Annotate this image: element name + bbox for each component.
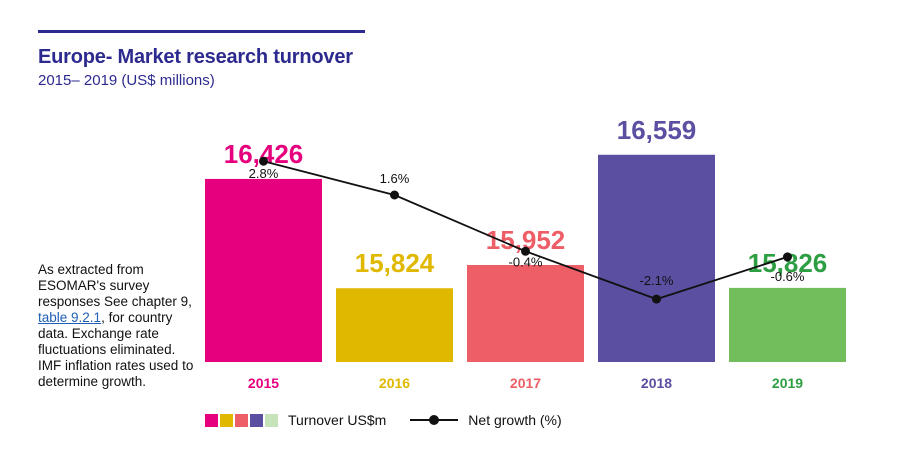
growth-point-2016: [390, 190, 399, 200]
category-label-2015: 2015: [248, 375, 279, 391]
note-text-before: As extracted from ESOMAR's survey respon…: [38, 262, 192, 309]
legend-swatch-2015: [205, 413, 218, 427]
bar-2017: [467, 265, 584, 362]
bar-value-label-2016: 15,824: [355, 248, 435, 278]
legend-swatch-2016: [220, 413, 233, 427]
growth-label-2018: -2.1%: [640, 273, 674, 288]
category-label-2016: 2016: [379, 375, 410, 391]
note-text-after: , for country data. Exchange rate fluctu…: [38, 310, 194, 389]
chart-subtitle: 2015– 2019 (US$ millions): [38, 72, 215, 89]
growth-point-2018: [652, 294, 661, 304]
table-link[interactable]: table 9.2.1: [38, 310, 102, 325]
growth-point-2017: [521, 246, 530, 256]
category-label-2019: 2019: [772, 375, 803, 391]
growth-label-2016: 1.6%: [380, 171, 410, 186]
growth-label-2017: -0.4%: [509, 254, 543, 269]
category-label-2018: 2018: [641, 375, 672, 391]
chart-title: Europe- Market research turnover: [38, 46, 353, 68]
legend: Turnover US$m Net growth (%): [205, 410, 562, 430]
title-rule: [38, 30, 365, 33]
category-label-2017: 2017: [510, 375, 541, 391]
legend-swatch-2017: [235, 413, 248, 427]
growth-label-2015: 2.8%: [249, 166, 279, 181]
bar-2015: [205, 178, 322, 362]
bar-value-label-2018: 16,559: [617, 115, 697, 145]
growth-point-2019: [783, 252, 792, 262]
side-note: As extracted from ESOMAR's survey respon…: [38, 262, 198, 390]
legend-label-growth: Net growth (%): [468, 412, 562, 428]
growth-point-2015: [259, 156, 268, 166]
bar-2018: [598, 154, 715, 362]
growth-label-2019: -0.6%: [771, 269, 805, 284]
legend-swatch-2018: [250, 413, 263, 427]
legend-line-marker-icon: [410, 413, 459, 427]
legend-swatch-2019: [265, 413, 278, 427]
bar-2019: [729, 287, 846, 362]
legend-label-turnover: Turnover US$m: [288, 412, 387, 428]
bar-2016: [336, 288, 453, 362]
